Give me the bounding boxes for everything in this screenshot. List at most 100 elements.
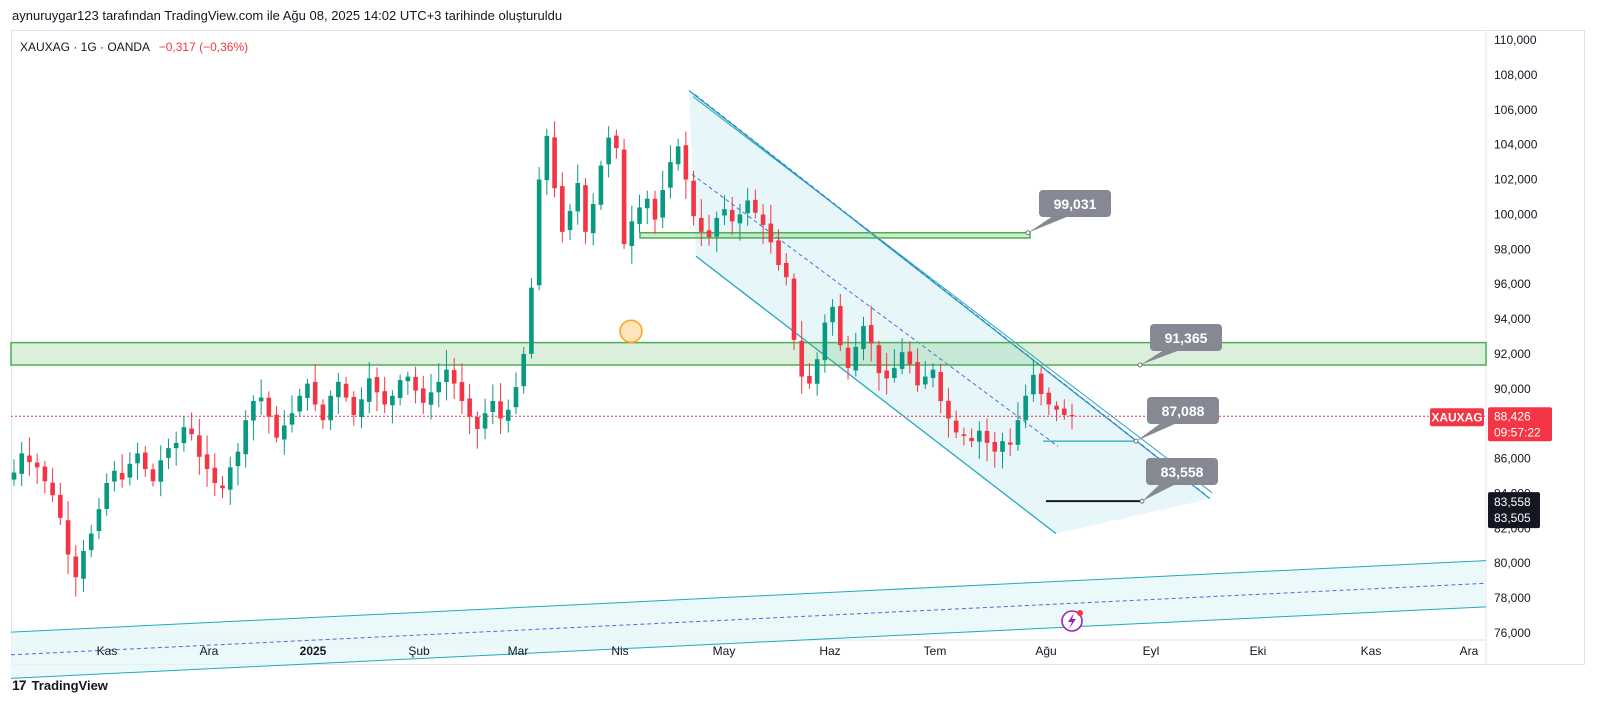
candle-body — [482, 413, 488, 429]
candle-body — [305, 383, 310, 398]
candle-body — [876, 345, 882, 374]
candle-body — [19, 453, 25, 474]
candle-body — [915, 362, 920, 386]
candle-body — [34, 462, 40, 468]
candle-body — [96, 509, 102, 532]
candle-body — [629, 221, 635, 247]
tradingview-logo[interactable]: 17 TradingView — [12, 677, 108, 693]
legend-change: −0,317 (−0,36%) — [158, 40, 249, 54]
candle-body — [274, 414, 279, 438]
candle-body — [737, 214, 743, 224]
candle-body — [459, 382, 465, 402]
falling-channel-lower — [695, 255, 1057, 535]
callout-label: 83,558 — [1161, 464, 1204, 480]
candle-body — [374, 377, 380, 393]
candle-body — [1069, 415, 1075, 417]
drawing-layer — [10, 90, 1487, 679]
candle-body — [320, 404, 326, 421]
rising-channel-upper — [10, 560, 1487, 633]
candle-body — [729, 210, 735, 222]
candle-body — [173, 442, 179, 449]
candlestick-series — [11, 121, 1075, 597]
callout-pointer — [1028, 216, 1069, 233]
rising-channel-mid — [10, 582, 1487, 656]
callout-pointer — [1140, 350, 1180, 366]
x-tick-label: Mar — [508, 644, 529, 658]
candle-body — [212, 467, 218, 484]
y-tick-label: 106,000 — [1494, 103, 1538, 117]
tradingview-logo-icon: 17 — [12, 677, 27, 693]
candle-body — [853, 346, 859, 371]
candle-body — [220, 485, 225, 489]
legend-symbol: XAUXAG · 1G · OANDA — [20, 40, 150, 54]
candle-body — [119, 472, 125, 480]
level-badge — [1488, 492, 1540, 529]
candle-body — [127, 463, 133, 478]
candle-body — [706, 230, 712, 238]
y-tick-label: 104,000 — [1494, 138, 1538, 152]
time-axis[interactable]: Kas Ara 2025 Şub Mar Nis May Haz Tem Ağu Eyl Eki Kas… — [97, 644, 1479, 658]
candle-body — [235, 451, 241, 467]
candle-body — [27, 455, 32, 463]
x-tick-label: Kas — [97, 644, 118, 658]
candle-body — [281, 425, 287, 440]
annotation-layer: 99,031 91,365 87,088 83,558 — [619, 190, 1222, 632]
candle-body — [490, 401, 496, 412]
candle-body — [714, 217, 720, 237]
price-callout: 91,365 — [1137, 324, 1222, 368]
candle-body — [166, 448, 171, 458]
y-tick-label: 102,000 — [1494, 173, 1538, 187]
candle-body — [359, 399, 364, 418]
price-badge-countdown: 09:57:22 — [1494, 425, 1541, 439]
tradingview-brand: TradingView — [31, 677, 108, 693]
candle-body — [444, 369, 449, 383]
callout-box — [1039, 190, 1111, 217]
candle-body — [297, 395, 303, 412]
candle-body — [683, 145, 689, 180]
candle-body — [505, 409, 511, 421]
candle-body — [413, 376, 418, 391]
callout-anchor — [1139, 498, 1145, 504]
x-tick-label: Ara — [200, 644, 219, 658]
price-axis[interactable]: 110,000 108,000 106,000 104,000 102,000 100,0… — [1430, 33, 1552, 640]
candle-body — [467, 398, 472, 417]
candle-body — [513, 387, 519, 408]
candle-body — [560, 186, 565, 232]
candle-body — [1031, 374, 1036, 395]
candle-body — [544, 135, 550, 181]
level-badge-value: 83,558 — [1494, 495, 1531, 509]
y-tick-label: 90,000 — [1494, 382, 1531, 396]
x-tick-label: Kas — [1361, 644, 1382, 658]
callout-pointer — [1136, 423, 1177, 442]
candle-body — [1007, 442, 1013, 445]
candle-body — [953, 420, 959, 433]
y-tick-label: 98,000 — [1494, 242, 1531, 256]
candle-body — [227, 467, 233, 490]
candle-body — [42, 466, 48, 482]
candle-body — [783, 262, 789, 278]
candle-body — [498, 401, 503, 419]
rising-channel-lower — [10, 606, 1487, 679]
candle-body — [1061, 408, 1067, 415]
symbol-legend[interactable]: XAUXAG · 1G · OANDA −0,317 (−0,36%) — [20, 40, 248, 54]
level-badge-value: 83,505 — [1494, 511, 1531, 525]
notification-dot — [1077, 610, 1083, 616]
candle-body — [753, 199, 758, 213]
candle-body — [1038, 373, 1044, 395]
y-tick-label: 100,000 — [1494, 207, 1538, 221]
symbol-badge — [1430, 408, 1484, 427]
candle-body — [652, 198, 658, 220]
callout-anchor — [1137, 362, 1143, 368]
candle-body — [791, 278, 797, 340]
candle-body — [150, 469, 156, 482]
candle-body — [567, 210, 573, 231]
candle-body — [366, 378, 372, 402]
x-tick-label: Haz — [819, 644, 840, 658]
x-tick-label: Nis — [611, 644, 628, 658]
candle-body — [590, 203, 596, 234]
candle-body — [88, 533, 94, 551]
candle-body — [436, 381, 442, 393]
candle-body — [181, 427, 187, 444]
price-badge-value: 88,426 — [1494, 409, 1531, 423]
